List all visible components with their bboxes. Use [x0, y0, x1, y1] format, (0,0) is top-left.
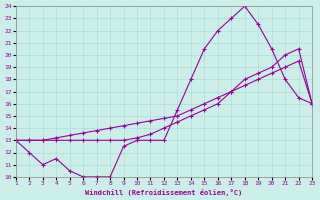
X-axis label: Windchill (Refroidissement éolien,°C): Windchill (Refroidissement éolien,°C) — [85, 189, 243, 196]
